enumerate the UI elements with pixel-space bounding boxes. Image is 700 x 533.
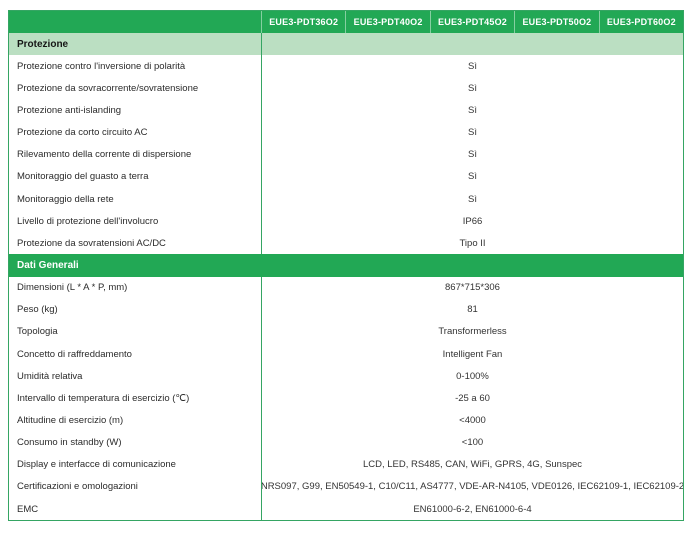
row-value: Sì bbox=[261, 143, 683, 166]
model-column-header: EUE3-PDT40O2 bbox=[345, 11, 429, 33]
table-row: Rilevamento della corrente di dispersion… bbox=[9, 143, 683, 166]
model-column-header: EUE3-PDT50O2 bbox=[514, 11, 598, 33]
row-value: Intelligent Fan bbox=[261, 342, 683, 366]
row-label: Intervallo di temperatura di esercizio (… bbox=[17, 392, 190, 404]
table-row: Monitoraggio della rete Sì bbox=[9, 187, 683, 211]
section-title: Protezione bbox=[17, 38, 69, 50]
row-value: <100 bbox=[261, 431, 683, 454]
table-row: Livello di protezione dell'involucro IP6… bbox=[9, 210, 683, 233]
row-value: Sì bbox=[261, 187, 683, 211]
row-label: Rilevamento della corrente di dispersion… bbox=[17, 149, 192, 161]
row-label: Concetto di raffreddamento bbox=[17, 348, 132, 360]
section-header: Dati Generali bbox=[9, 254, 683, 277]
table-row: Consumo in standby (W) <100 bbox=[9, 431, 683, 454]
row-label: Dimensioni (L * A * P, mm) bbox=[17, 282, 128, 294]
section-header-spacer bbox=[261, 254, 683, 277]
model-column-header: EUE3-PDT36O2 bbox=[261, 11, 345, 33]
section-header-spacer bbox=[261, 33, 683, 56]
table-row: Protezione anti-islanding Sì bbox=[9, 99, 683, 122]
table-row: Protezione da sovratensioni AC/DC Tipo I… bbox=[9, 232, 683, 255]
spec-table: EUE3-PDT36O2 EUE3-PDT40O2 EUE3-PDT45O2 E… bbox=[8, 10, 684, 521]
row-label: Display e interfacce di comunicazione bbox=[17, 459, 176, 471]
section-title: Dati Generali bbox=[17, 259, 79, 271]
row-label: Peso (kg) bbox=[17, 304, 58, 316]
row-label: Monitoraggio del guasto a terra bbox=[17, 171, 149, 183]
table-row: Concetto di raffreddamento Intelligent F… bbox=[9, 342, 683, 366]
row-label: Topologia bbox=[17, 326, 58, 338]
table-row: EMC EN61000-6-2, EN61000-6-4 bbox=[9, 497, 683, 521]
row-value: EN61000-6-2, EN61000-6-4 bbox=[261, 497, 683, 521]
row-label: Certificazioni e omologazioni bbox=[17, 481, 138, 493]
row-value: IP66 bbox=[261, 210, 683, 233]
row-value: Sì bbox=[261, 121, 683, 144]
row-value: Sì bbox=[261, 165, 683, 188]
row-label: Protezione anti-islanding bbox=[17, 104, 122, 116]
row-label: Protezione da corto circuito AC bbox=[17, 127, 148, 139]
row-value: Sì bbox=[261, 77, 683, 100]
row-value: Sì bbox=[261, 55, 683, 78]
table-header-row: EUE3-PDT36O2 EUE3-PDT40O2 EUE3-PDT45O2 E… bbox=[9, 11, 683, 33]
row-value: Sì bbox=[261, 99, 683, 122]
table-row: Dimensioni (L * A * P, mm) 867*715*306 bbox=[9, 276, 683, 299]
row-label: Altitudine di esercizio (m) bbox=[17, 414, 124, 426]
row-label: Protezione da sovracorrente/sovratension… bbox=[17, 82, 199, 94]
table-row: Intervallo di temperatura di esercizio (… bbox=[9, 387, 683, 410]
row-value: 0-100% bbox=[261, 365, 683, 388]
table-row: Topologia Transformerless bbox=[9, 320, 683, 343]
table-row: Protezione contro l'inversione di polari… bbox=[9, 55, 683, 78]
header-corner-cell bbox=[9, 11, 261, 33]
table-row: Peso (kg) 81 bbox=[9, 298, 683, 321]
table-row: Protezione da corto circuito AC Sì bbox=[9, 121, 683, 144]
model-column-header: EUE3-PDT60O2 bbox=[598, 11, 683, 33]
table-row: Protezione da sovracorrente/sovratension… bbox=[9, 77, 683, 100]
model-column-header: EUE3-PDT45O2 bbox=[429, 11, 514, 33]
table-row: Display e interfacce di comunicazione LC… bbox=[9, 453, 683, 476]
table-row: Monitoraggio del guasto a terra Sì bbox=[9, 165, 683, 188]
row-label: Monitoraggio della rete bbox=[17, 193, 114, 205]
table-row: Certificazioni e omologazioni NRS097, G9… bbox=[9, 475, 683, 498]
row-label: Consumo in standby (W) bbox=[17, 437, 122, 449]
table-body: Protezione Protezione contro l'inversion… bbox=[9, 33, 683, 521]
row-value: <4000 bbox=[261, 409, 683, 432]
row-value: LCD, LED, RS485, CAN, WiFi, GPRS, 4G, Su… bbox=[261, 453, 683, 476]
row-label: EMC bbox=[17, 503, 39, 515]
row-label: Umidità relativa bbox=[17, 370, 83, 382]
section-header: Protezione bbox=[9, 33, 683, 56]
row-label: Livello di protezione dell'involucro bbox=[17, 215, 159, 227]
row-value: Tipo II bbox=[261, 232, 683, 255]
table-row: Altitudine di esercizio (m) <4000 bbox=[9, 409, 683, 432]
row-value: NRS097, G99, EN50549-1, C10/C11, AS4777,… bbox=[261, 475, 683, 498]
row-value: 81 bbox=[261, 298, 683, 321]
row-value: 867*715*306 bbox=[261, 276, 683, 299]
row-value: Transformerless bbox=[261, 320, 683, 343]
row-label: Protezione contro l'inversione di polari… bbox=[17, 60, 186, 72]
row-label: Protezione da sovratensioni AC/DC bbox=[17, 237, 166, 249]
table-row: Umidità relativa 0-100% bbox=[9, 365, 683, 388]
row-value: -25 a 60 bbox=[261, 387, 683, 410]
